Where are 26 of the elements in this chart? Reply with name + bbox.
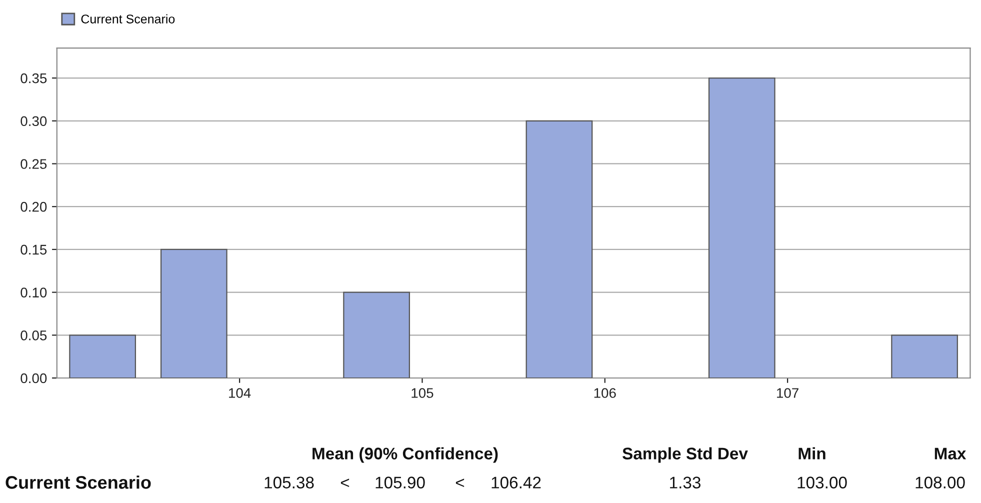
x-tick-label: 107	[777, 388, 798, 398]
x-tick-label: 105	[412, 388, 434, 398]
text: Mean (90% Confidence)	[312, 447, 498, 463]
text: 1.33	[670, 476, 700, 488]
text: 108.00	[916, 476, 965, 488]
y-tick-label: 0.10	[20, 288, 47, 298]
y-tick-label: 0.25	[20, 159, 47, 169]
y-tick-label: 0.20	[20, 202, 47, 212]
text: 103.00	[798, 476, 847, 488]
text: 106.42	[492, 476, 541, 488]
text: <	[456, 478, 464, 488]
text: Sample Std Dev	[622, 447, 748, 463]
text: Min	[798, 447, 826, 460]
legend-label: Current Scenario	[81, 14, 175, 24]
text: <	[340, 478, 350, 488]
text: 105.90	[376, 476, 425, 488]
y-tick-label: 0.15	[20, 244, 47, 255]
text: Current Scenario	[6, 476, 151, 489]
y-tick-label: 0.05	[20, 330, 47, 340]
y-tick-label: 0.30	[20, 116, 47, 126]
text: Max	[934, 448, 966, 460]
text: 105.38	[264, 476, 314, 488]
x-tick-label: 106	[594, 388, 616, 398]
x-tick-label: 104	[229, 388, 251, 398]
y-tick-label: 0.00	[20, 373, 47, 384]
y-tick-label: 0.35	[20, 73, 47, 84]
